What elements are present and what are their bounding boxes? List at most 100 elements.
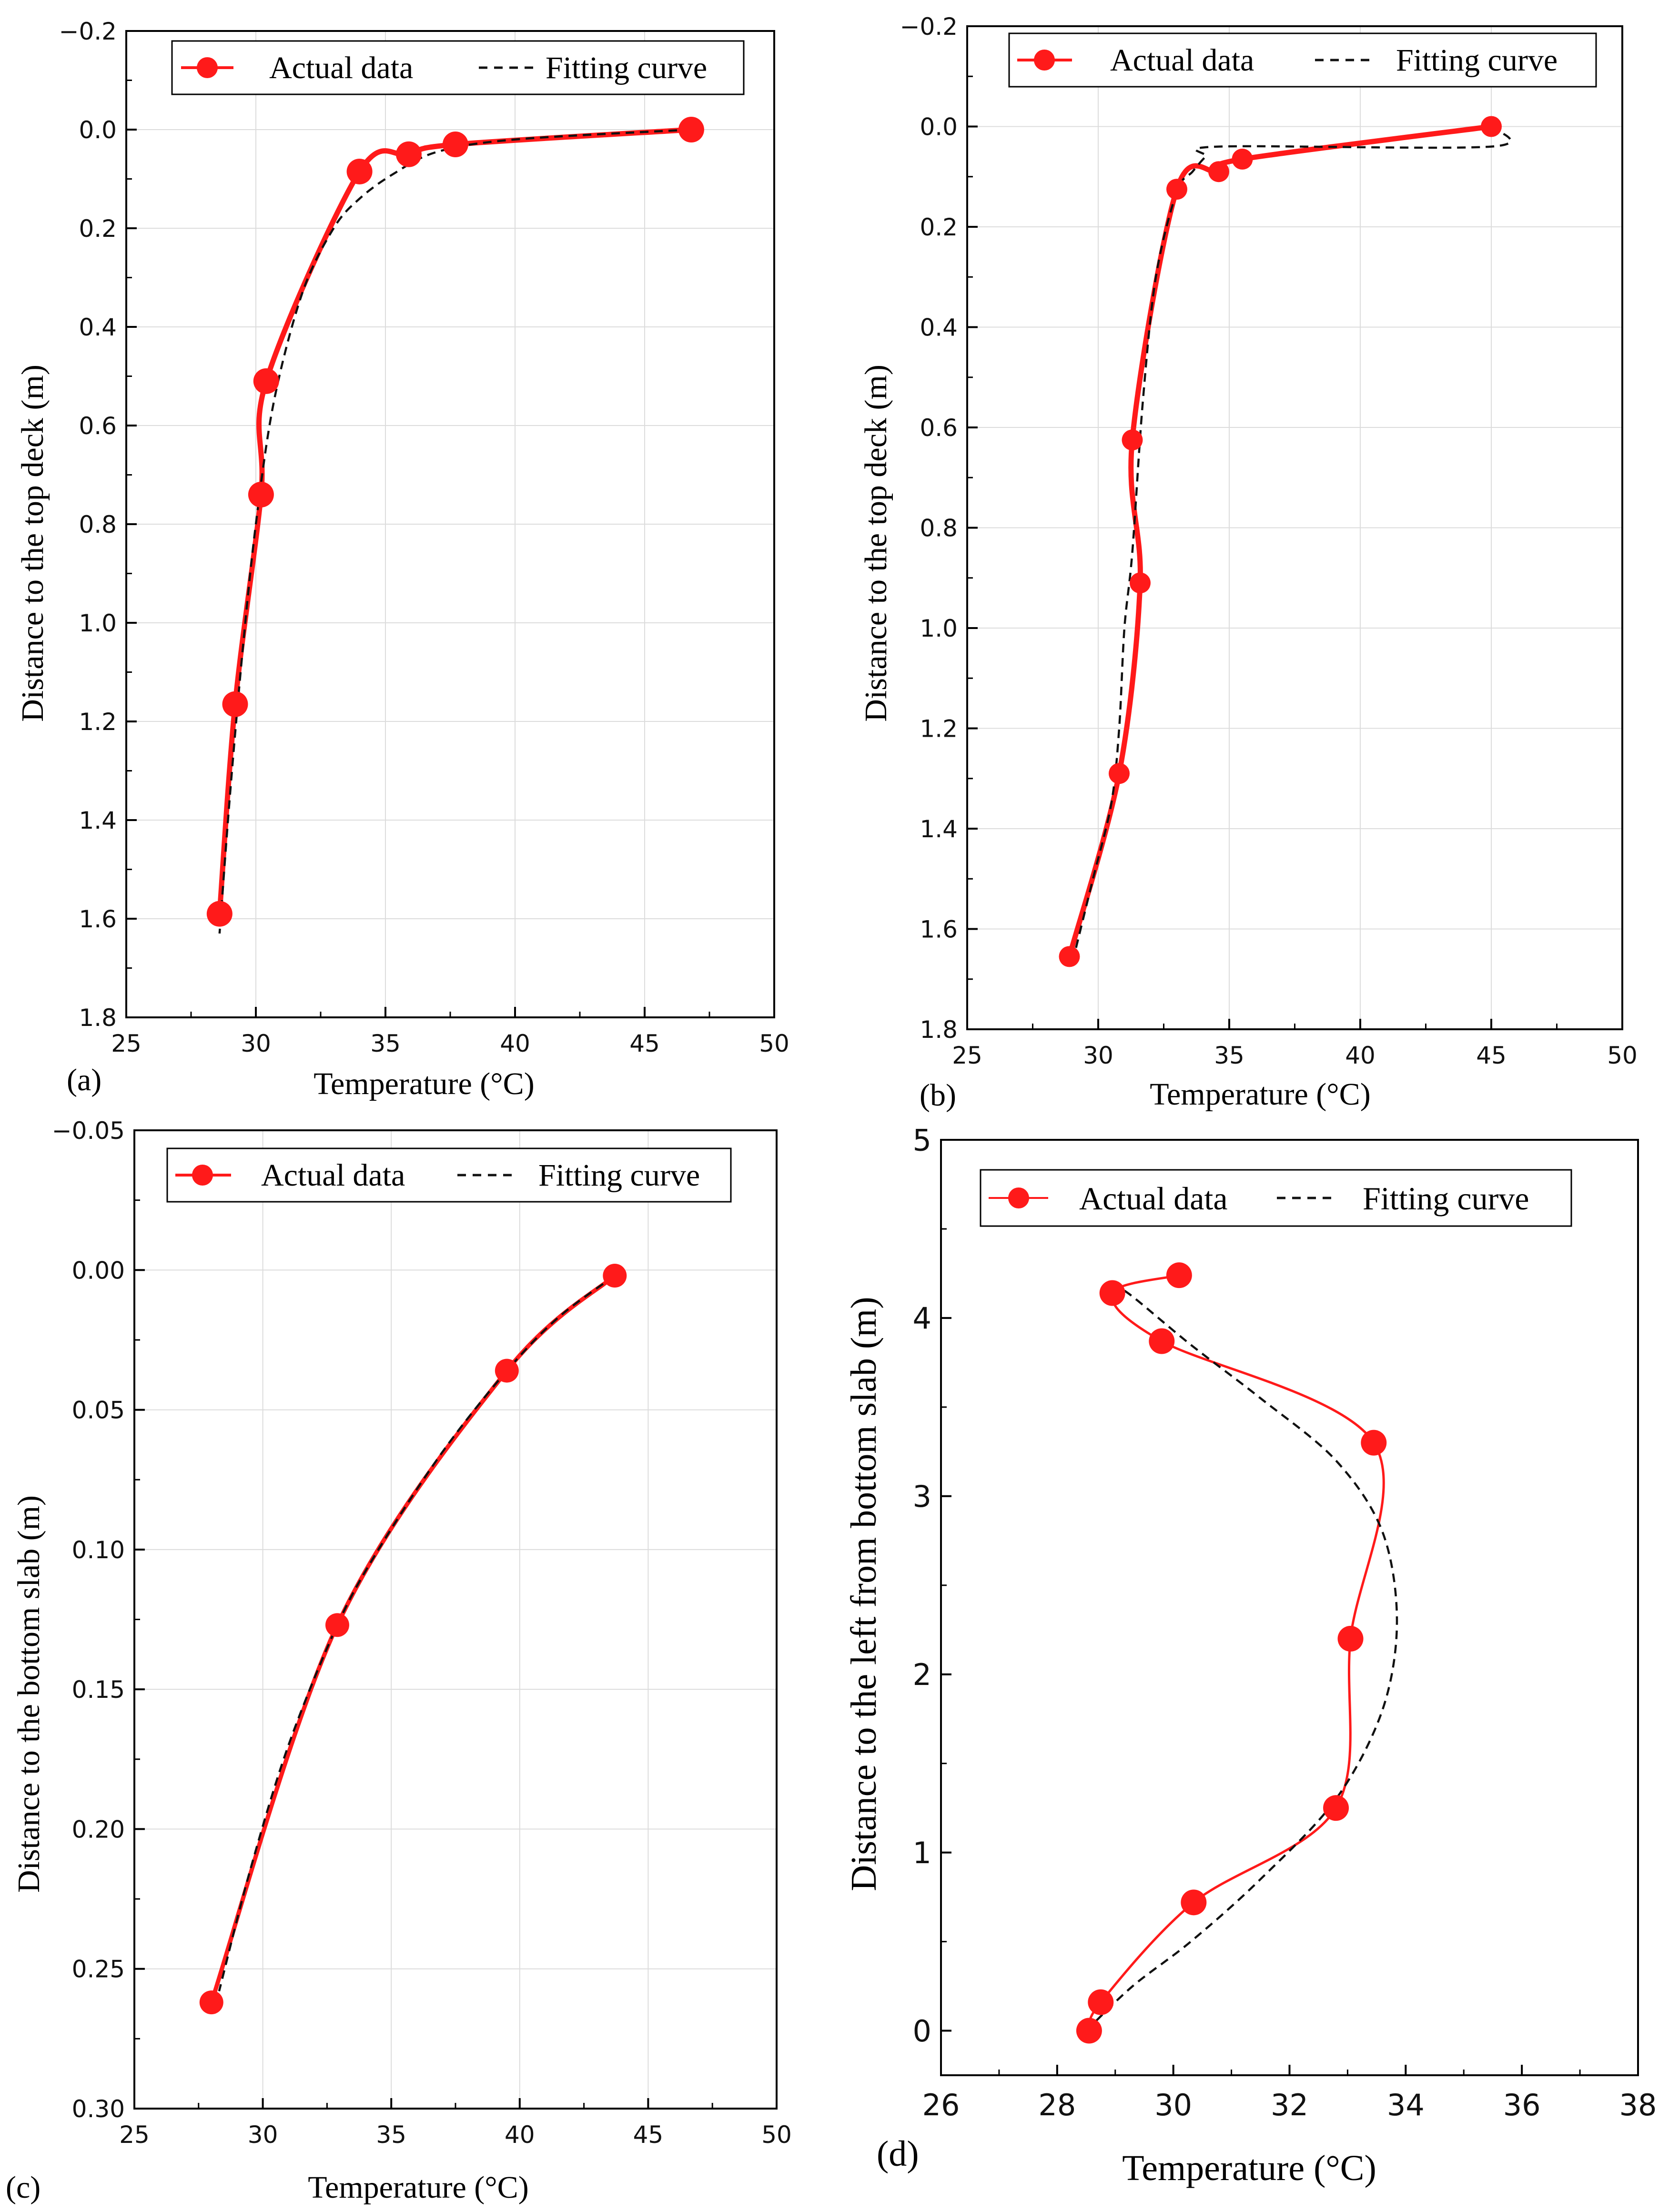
- y-tick-label: 0.6: [79, 412, 117, 440]
- xlabel: Temperature (°C): [314, 1066, 534, 1101]
- legend-actual-label: Actual data: [1110, 43, 1254, 78]
- x-tick-label: 34: [1387, 2088, 1425, 2122]
- data-point-actual: [1059, 946, 1080, 967]
- legend-box: [171, 40, 745, 95]
- x-tick-label: 32: [1271, 2088, 1308, 2122]
- data-point-actual: [442, 132, 468, 158]
- legend-box: [1008, 32, 1597, 88]
- y-tick-label: 0.8: [79, 511, 117, 538]
- data-point-actual: [199, 1990, 223, 2015]
- legend-box: [980, 1169, 1572, 1227]
- plot-area: 25 30 35 40 45 50 −0.2 0.0 0.2 0.4 0.6 0.8 1.0 1.2 1.4…: [59, 18, 789, 1057]
- y-tick-label: 1.8: [79, 1004, 117, 1032]
- y-tick-label: 1.0: [79, 609, 117, 637]
- legend-fit-label: Fitting curve: [538, 1158, 700, 1193]
- panel-b: Temperature (°C) Distance to the top dec…: [859, 13, 1638, 1113]
- data-point-actual: [222, 691, 248, 717]
- y-tick-label: 0.0: [920, 113, 958, 141]
- xlabel: Temperature (°C): [1122, 2148, 1376, 2188]
- data-point-actual: [1323, 1795, 1349, 1821]
- panel-label: (c): [6, 2170, 40, 2205]
- x-tick-label: 26: [922, 2088, 960, 2122]
- xlabel: Temperature (°C): [1150, 1077, 1370, 1112]
- y-tick-label: 1.2: [79, 708, 117, 736]
- data-point-actual: [1481, 116, 1502, 137]
- y-tick-label: 1.0: [920, 615, 958, 642]
- legend: Actual data Fitting curve: [980, 1169, 1572, 1227]
- legend-actual-label: Actual data: [261, 1158, 405, 1193]
- y-tick-label: 0.00: [72, 1257, 125, 1284]
- x-tick-label: 35: [376, 2121, 406, 2149]
- x-tick-label: 40: [500, 1030, 530, 1057]
- y-tick-label: 4: [913, 1301, 931, 1336]
- x-tick-label: 30: [1154, 2088, 1192, 2122]
- data-point-actual: [346, 158, 373, 184]
- data-point-actual: [248, 481, 274, 507]
- y-tick-label: −0.2: [59, 18, 117, 45]
- data-point-actual: [1122, 429, 1143, 451]
- ylabel: Distance to the top deck (m): [15, 365, 50, 722]
- y-tick-label: 0.15: [72, 1676, 125, 1704]
- x-tick-label: 30: [241, 1030, 271, 1057]
- y-tick-label: 0.2: [79, 215, 117, 243]
- legend-actual-label: Actual data: [269, 51, 413, 85]
- panel-label: (a): [67, 1063, 101, 1097]
- legend-actual-marker: [197, 57, 218, 78]
- legend-fit-label: Fitting curve: [546, 51, 707, 85]
- data-point-actual: [1337, 1625, 1364, 1652]
- ylabel: Distance to the bottom slab (m): [11, 1495, 46, 1893]
- data-point-actual: [1088, 1989, 1114, 2015]
- y-tick-label: 1.6: [920, 916, 958, 944]
- data-point-actual: [495, 1359, 519, 1383]
- x-tick-label: 50: [1607, 1042, 1638, 1069]
- y-tick-label: 3: [913, 1479, 931, 1514]
- data-point-actual: [1166, 179, 1187, 200]
- legend-actual-marker: [192, 1165, 213, 1186]
- y-tick-label: 0.30: [72, 2095, 125, 2123]
- panel-c: Temperature (°C) Distance to the bottom …: [6, 1117, 792, 2205]
- y-tick-label: 0.0: [79, 116, 117, 144]
- legend-actual-marker: [1034, 50, 1055, 71]
- data-point-actual: [1166, 1262, 1192, 1289]
- plot-area: 25 30 35 40 45 50 −0.05 0.00 0.05 0.10 0.15 0.20 0.2…: [52, 1117, 792, 2149]
- x-tick-label: 35: [370, 1030, 401, 1057]
- y-tick-label: 1.2: [920, 715, 958, 743]
- y-tick-label: 0.10: [72, 1536, 125, 1564]
- data-point-actual: [395, 141, 422, 167]
- y-tick-label: 0.6: [920, 414, 958, 442]
- series-line-fitting-curve: [1071, 126, 1512, 964]
- series-line-fitting-curve: [1085, 1285, 1398, 2032]
- data-point-actual: [603, 1264, 627, 1288]
- data-point-actual: [678, 117, 704, 142]
- y-tick-label: 1.8: [920, 1016, 958, 1044]
- y-tick-label: 0: [913, 2014, 931, 2049]
- x-tick-label: 30: [248, 2121, 278, 2149]
- y-tick-label: 2: [913, 1657, 931, 1692]
- y-tick-label: 1.6: [79, 905, 117, 933]
- series-line-actual-data: [209, 1273, 617, 2005]
- x-tick-label: 25: [119, 2121, 150, 2149]
- data-point-actual: [1109, 763, 1130, 784]
- legend-actual-marker: [1008, 1187, 1029, 1208]
- data-point-actual: [1232, 148, 1253, 170]
- y-tick-label: 5: [913, 1123, 931, 1157]
- x-tick-label: 45: [633, 2121, 664, 2149]
- x-tick-label: 25: [952, 1042, 982, 1069]
- panel-label: (d): [877, 2134, 919, 2174]
- y-tick-label: 0.4: [79, 314, 117, 341]
- data-point-actual: [325, 1613, 349, 1637]
- data-point-actual: [206, 901, 233, 927]
- x-tick-label: 40: [505, 2121, 535, 2149]
- x-tick-label: 35: [1214, 1042, 1244, 1069]
- legend: Actual data Fitting curve: [171, 40, 745, 95]
- x-tick-label: 25: [111, 1030, 142, 1057]
- x-tick-label: 40: [1345, 1042, 1376, 1069]
- ylabel: Distance to the top deck (m): [859, 365, 893, 722]
- legend-fit-label: Fitting curve: [1396, 43, 1558, 78]
- x-tick-label: 28: [1038, 2088, 1076, 2122]
- panel-label: (b): [920, 1078, 956, 1113]
- x-tick-label: 38: [1619, 2088, 1657, 2122]
- y-tick-label: 0.8: [920, 515, 958, 542]
- plot-area: 25 30 35 40 45 50 −0.2 0.0 0.2 0.4 0.6 0.8 1.0 1.2 1.4…: [900, 13, 1638, 1069]
